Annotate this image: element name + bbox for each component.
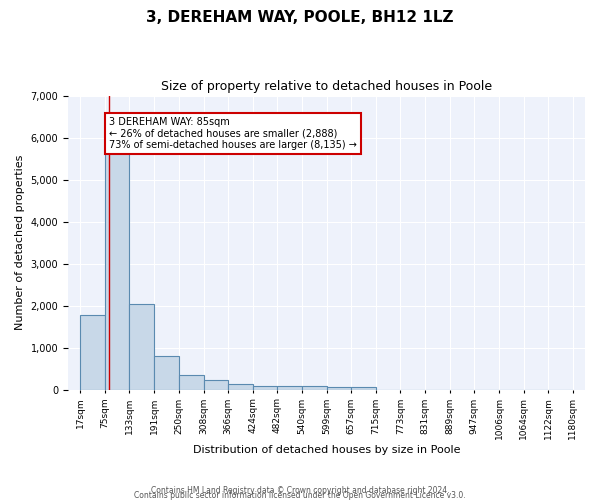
X-axis label: Distribution of detached houses by size in Poole: Distribution of detached houses by size …	[193, 445, 460, 455]
Y-axis label: Number of detached properties: Number of detached properties	[15, 155, 25, 330]
Bar	[130, 304, 154, 390]
Bar	[154, 356, 179, 390]
Bar	[203, 380, 228, 390]
Bar	[228, 384, 253, 390]
Text: 3 DEREHAM WAY: 85sqm
← 26% of detached houses are smaller (2,888)
73% of semi-de: 3 DEREHAM WAY: 85sqm ← 26% of detached h…	[109, 116, 357, 150]
Title: Size of property relative to detached houses in Poole: Size of property relative to detached ho…	[161, 80, 492, 93]
Bar	[253, 386, 277, 390]
Bar	[277, 386, 302, 390]
Bar	[327, 387, 351, 390]
Bar	[179, 375, 203, 390]
Text: 3, DEREHAM WAY, POOLE, BH12 1LZ: 3, DEREHAM WAY, POOLE, BH12 1LZ	[146, 10, 454, 25]
Bar	[105, 146, 130, 390]
Text: Contains HM Land Registry data © Crown copyright and database right 2024.: Contains HM Land Registry data © Crown c…	[151, 486, 449, 495]
Bar	[80, 315, 105, 390]
Text: Contains public sector information licensed under the Open Government Licence v3: Contains public sector information licen…	[134, 491, 466, 500]
Bar	[302, 386, 327, 390]
Bar	[351, 387, 376, 390]
